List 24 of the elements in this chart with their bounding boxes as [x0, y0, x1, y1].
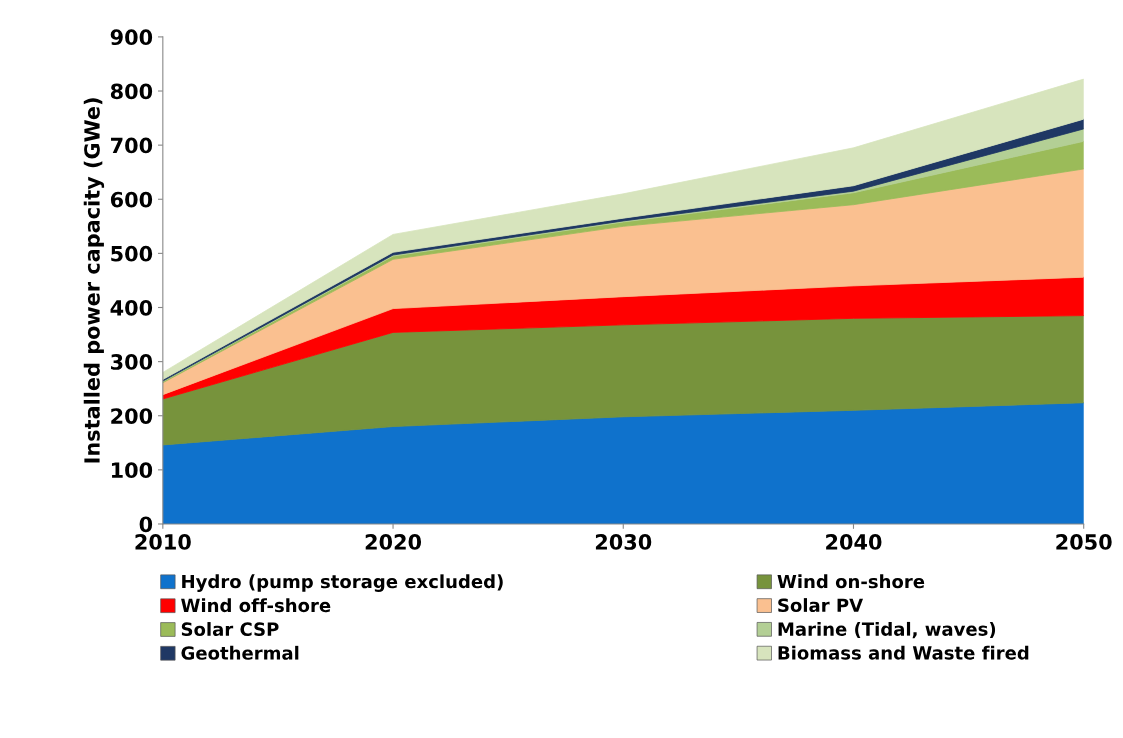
legend-label: Solar PV	[778, 598, 864, 613]
legend-label: Biomass and Waste fired	[778, 645, 1029, 660]
legend-label: Marine (Tidal, waves)	[778, 621, 996, 639]
legend-label: Wind on-shore	[777, 574, 925, 589]
legend-label: Hydro (pump storage excluded)	[182, 574, 503, 592]
y-tick-label: 100	[111, 462, 153, 479]
x-tick-label: 2030	[595, 534, 652, 550]
y-tick-label: 300	[111, 354, 153, 370]
legend-label: Wind off-shore	[181, 598, 331, 613]
y-tick-label: 500	[111, 245, 153, 262]
y-tick-label: 200	[111, 408, 153, 424]
y-tick-label: 400	[110, 299, 153, 316]
x-tick-label: 2010	[135, 534, 191, 550]
x-tick-label: 2050	[1056, 534, 1112, 550]
y-tick-label: 600	[110, 191, 153, 208]
x-tick-label: 2040	[826, 534, 882, 550]
legend-label: Geothermal	[181, 645, 299, 660]
y-tick-label: 900	[110, 29, 153, 46]
y-tick-label: 0	[139, 516, 153, 533]
y-axis-title: Installed power capacity (GWe)	[83, 98, 105, 463]
x-tick-label: 2020	[365, 534, 422, 550]
y-tick-label: 700	[111, 137, 153, 154]
legend-label: Solar CSP	[181, 622, 279, 637]
y-tick-label: 800	[110, 83, 153, 100]
